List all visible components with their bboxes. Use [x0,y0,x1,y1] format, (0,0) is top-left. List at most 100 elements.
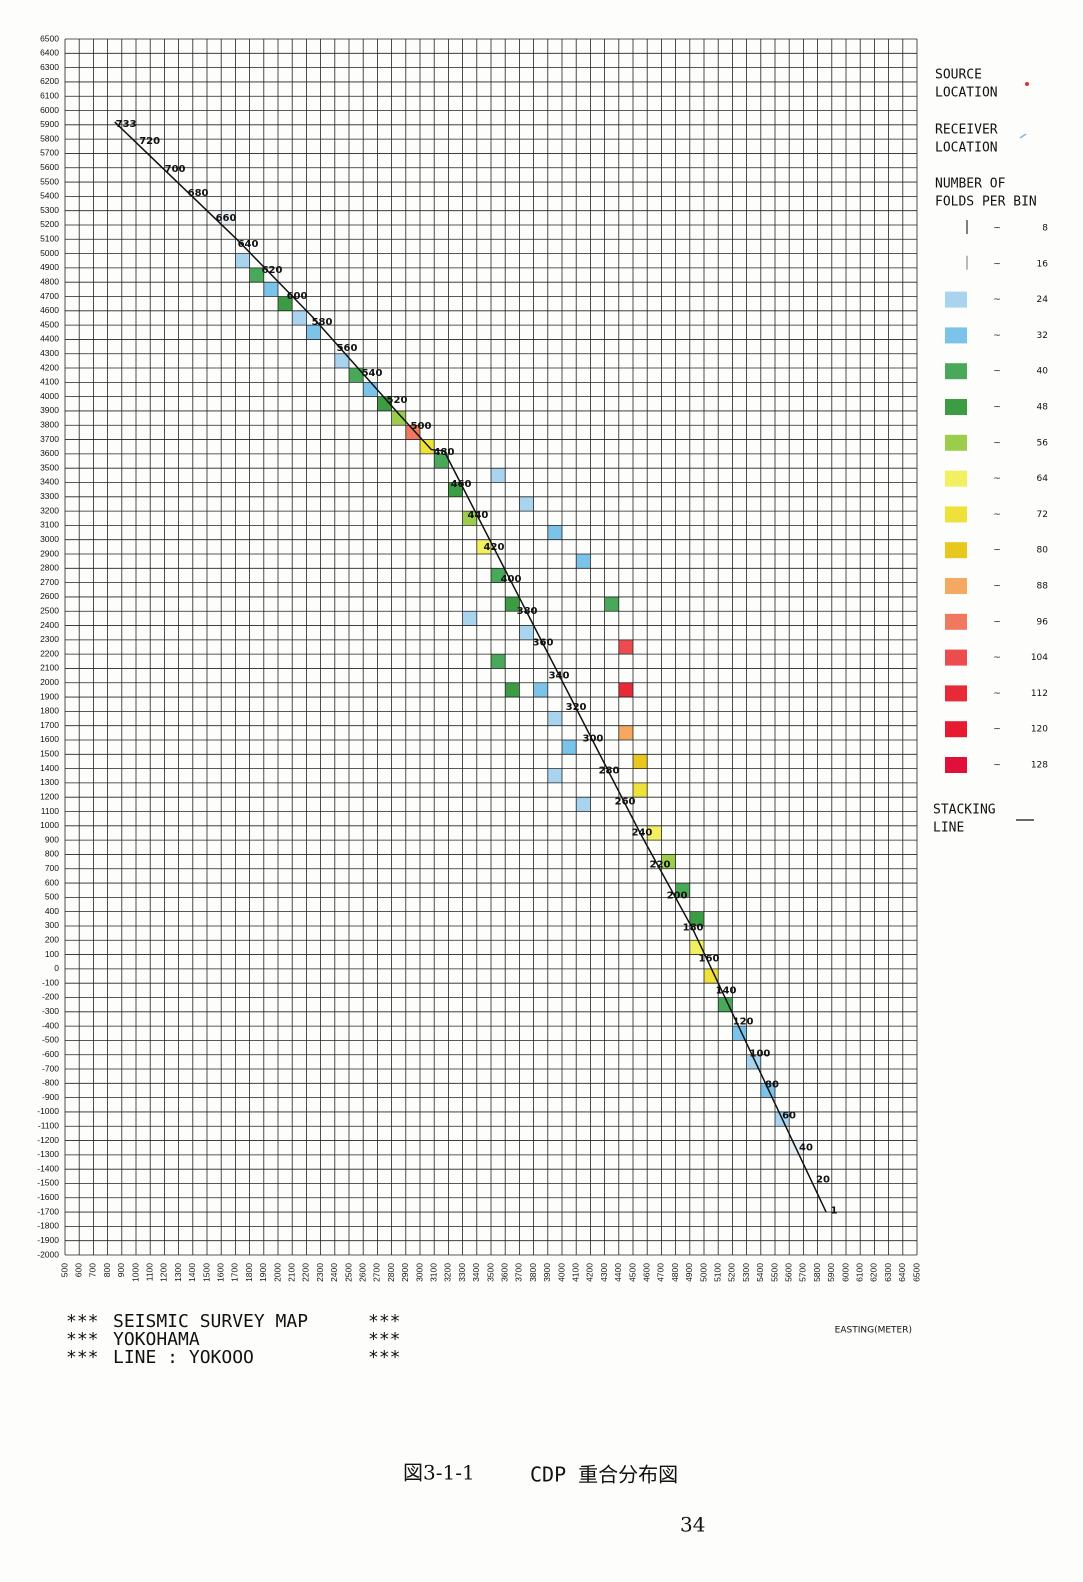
legend-swatch [945,399,967,415]
x-tick-label: 3800 [528,1263,538,1282]
y-tick-label: 4700 [40,291,59,301]
x-tick-label: 1000 [130,1263,140,1282]
station-label: 180 [683,922,704,933]
fold-cell [349,368,364,383]
x-tick-label: 2400 [329,1263,339,1282]
fold-cell [278,296,293,311]
y-tick-label: 3700 [40,434,59,444]
y-tick-label: 5400 [40,191,59,201]
y-tick-label: 0 [54,963,59,973]
y-tick-label: -1700 [37,1206,59,1216]
legend-swatch [945,613,967,630]
y-tick-label: 3300 [40,491,59,501]
x-tick-label: 2600 [357,1263,367,1282]
y-tick-label: 2500 [40,605,59,615]
station-label: 560 [337,343,358,354]
y-tick-label: 2200 [40,648,59,658]
y-tick-label: -1300 [37,1149,59,1159]
y-tick-label: 5100 [40,234,59,244]
y-tick-label: 4200 [40,362,59,372]
caption-text: *** [368,1329,401,1350]
fold-cell [505,596,520,612]
x-tick-label: 2200 [301,1263,311,1282]
x-tick-label: 2900 [400,1263,410,1282]
y-tick-label: 6400 [40,48,59,58]
fold-cell [420,439,435,454]
x-tick-label: 4500 [627,1263,637,1282]
legend-separator: ~ [993,259,1001,269]
legend-swatch [945,578,967,594]
y-tick-label: 2400 [40,620,59,630]
y-tick-label: 6000 [40,105,59,115]
x-tick-label: 3100 [428,1263,438,1282]
caption-text: *** [368,1347,401,1368]
legend-swatch [945,542,967,559]
y-tick-label: 300 [45,920,59,930]
legend-value: 56 [1037,438,1049,448]
y-tick-label: 600 [45,877,59,887]
station-label: 320 [566,702,587,713]
y-tick-label: -600 [42,1049,59,1059]
fold-cell [547,711,562,726]
x-tick-label: 5200 [727,1263,737,1282]
x-tick-label: 1800 [244,1263,254,1282]
legend-swatch [945,434,967,451]
x-tick-label: 5300 [741,1263,751,1282]
station-label: 500 [411,421,432,432]
legend-value: 8 [1042,224,1048,234]
y-tick-label: 1300 [40,777,59,787]
x-tick-label: 800 [102,1263,112,1277]
fold-cell [618,682,633,698]
y-tick-label: 400 [45,906,59,916]
legend-swatch [945,757,967,773]
fold-cell [249,267,264,283]
x-tick-label: 700 [88,1263,98,1277]
x-tick-label: 1500 [201,1263,211,1282]
fold-cell [462,511,477,526]
y-tick-label: 5800 [40,133,59,143]
station-label: 340 [549,670,570,681]
fold-cell [462,611,477,626]
legend-value: 112 [1031,689,1048,699]
station-label: 660 [216,213,237,224]
legend-swatch [945,721,967,738]
legend-value: 32 [1037,331,1048,341]
x-tick-label: 3900 [542,1263,552,1282]
fold-cell [547,768,562,783]
x-tick-label: 2100 [286,1263,296,1282]
y-tick-label: 2000 [40,677,59,687]
fold-cell [519,625,534,640]
legend-separator: ~ [993,331,1001,341]
legend-value: 48 [1037,403,1049,413]
fold-cell [576,797,591,812]
y-tick-label: 6200 [40,76,59,86]
legend-separator: ~ [993,761,1001,771]
x-tick-label: 1300 [173,1263,183,1282]
legend-separator: ~ [993,474,1001,484]
y-tick-label: 3900 [40,405,59,415]
fold-cell [363,382,378,397]
station-label: 200 [667,890,688,901]
x-tick-label: 2700 [372,1263,382,1282]
legend-label: NUMBER OF [935,177,1006,192]
fold-cell [647,825,662,841]
station-label: 420 [484,542,505,553]
legend-separator: ~ [993,438,1001,448]
legend-value: 96 [1037,617,1049,627]
legend-swatch [945,291,967,308]
x-tick-label: 5600 [783,1263,793,1282]
y-tick-label: -1500 [37,1178,59,1188]
fold-cell [235,253,250,268]
legend-value: 40 [1037,367,1049,377]
x-tick-label: 5700 [798,1263,808,1282]
y-tick-label: 1700 [40,720,59,730]
station-label: 680 [188,188,209,199]
legend-separator: ~ [993,295,1001,305]
station-label: 220 [650,859,671,870]
legend-value: 72 [1037,510,1048,520]
legend-swatch [945,506,967,523]
station-label: 700 [165,164,186,175]
x-tick-label: 5500 [769,1263,779,1282]
x-tick-label: 4100 [570,1263,580,1282]
